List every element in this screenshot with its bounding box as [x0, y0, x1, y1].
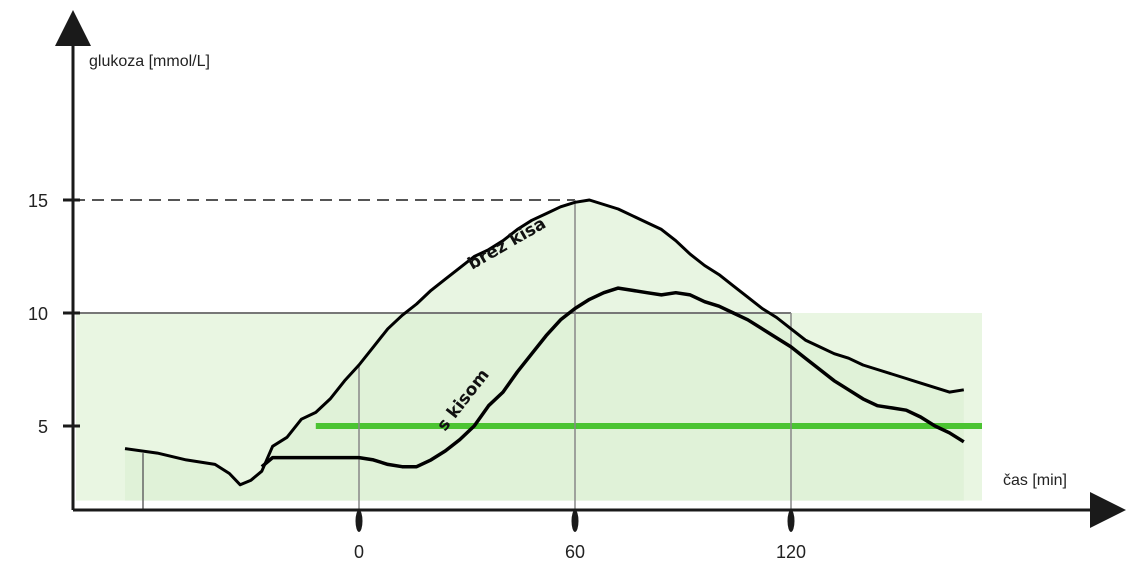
series-layer	[124, 198, 965, 487]
x-tick-label-60: 60	[565, 542, 585, 562]
series-line-brez-kisa	[124, 198, 965, 487]
x-tick-label-120: 120	[776, 542, 806, 562]
axes-layer	[55, 10, 1126, 528]
range-band-layer	[76, 200, 982, 501]
series-line-s-kisom	[260, 286, 965, 469]
x-tick-mark-60	[571, 510, 579, 532]
x-tick-mark-120	[787, 510, 795, 532]
y-tick-label-15: 15	[28, 191, 48, 211]
y-axis-title: glukoza [mmol/L]	[89, 53, 210, 70]
x-tick-label-0: 0	[354, 542, 364, 562]
tick-layer: 5 10 15 0 60 120	[28, 191, 806, 562]
y-tick-label-10: 10	[28, 304, 48, 324]
y-tick-label-5: 5	[38, 417, 48, 437]
x-tick-mark-0	[355, 510, 363, 532]
x-axis-title: čas [min]	[1003, 472, 1067, 489]
